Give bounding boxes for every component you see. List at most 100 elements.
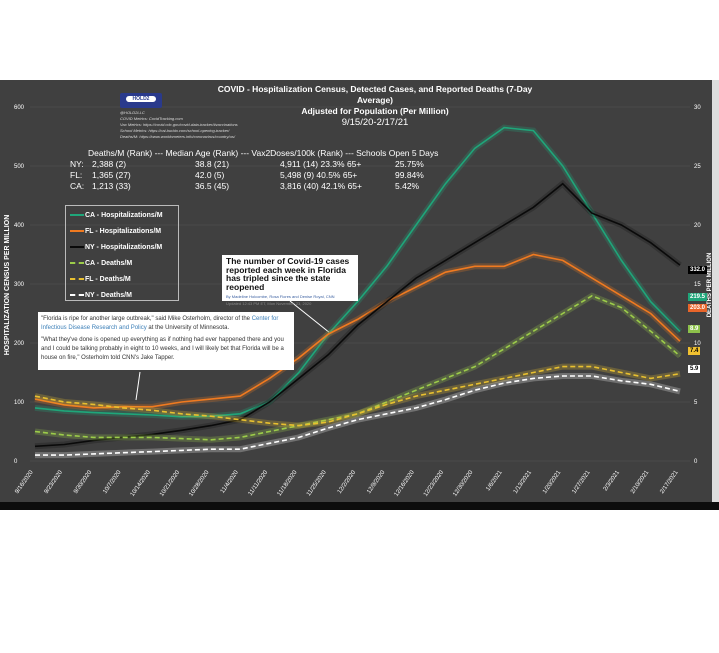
legend-label: CA - Hospitalizations/M <box>85 212 163 219</box>
x-tick-label: 10/14/2020 <box>130 469 153 498</box>
subtitle-text: Adjusted for Population (Per Million) <box>301 106 449 116</box>
end-value-label: 8.9 <box>688 325 701 333</box>
legend-swatch <box>70 214 84 217</box>
chart-panel <box>0 80 719 502</box>
y-tick-label: 400 <box>14 223 25 229</box>
end-value-label: 219.5 <box>688 293 708 301</box>
stats-vax: 4,911 (14) 23.3% 65+ <box>280 159 362 169</box>
y-tick-label: 500 <box>14 164 25 170</box>
legend: CA - Hospitalizations/M FL - Hospitalizat… <box>65 205 179 301</box>
credit-line: School Metrics: https://cai.burbio.com/s… <box>120 128 230 133</box>
x-tick-label: 12/2/2020 <box>337 469 358 495</box>
legend-swatch <box>70 230 84 233</box>
legend-item: FL - Deaths/M <box>70 272 174 288</box>
divider <box>0 502 719 510</box>
cnn-article-clip: The number of Covid-19 cases reported ea… <box>222 255 358 306</box>
pointer-arrow <box>135 371 141 401</box>
pointer-arrow <box>289 300 331 334</box>
x-tick-label: 10/28/2020 <box>188 469 211 498</box>
chart-title: COVID - Hospitalization Census, Detected… <box>200 84 550 128</box>
cnn-updated: Updated 12:43 PM ET, Mon November 23, 20… <box>226 301 312 306</box>
x-tick-label: 11/25/2020 <box>306 469 328 497</box>
y2-tick-label: 25 <box>694 164 701 170</box>
credit-line: Deaths/M: https://www.worldometers.info/… <box>120 134 235 139</box>
end-value-label: 203.0 <box>688 304 708 312</box>
legend-item: NY - Hospitalizations/M <box>70 240 174 256</box>
stats-header: Deaths/M (Rank) --- Median Age (Rank) --… <box>88 148 439 158</box>
stats-schools: 5.42% <box>395 181 420 191</box>
handle: @HOLD2LLC <box>120 110 145 115</box>
stats-age: 36.5 (45) <box>195 181 230 191</box>
legend-item: FL - Hospitalizations/M <box>70 224 174 240</box>
edge-strip <box>712 80 719 502</box>
quote-text: "Florida is ripe for another large outbr… <box>41 316 252 322</box>
y2-axis-label: DEATHS PER MILLION <box>707 253 713 318</box>
legend-item: CA - Deaths/M <box>70 256 174 272</box>
legend-label: CA - Deaths/M <box>85 260 133 267</box>
stats-schools: 25.75% <box>395 159 424 169</box>
x-tick-label: 12/23/2020 <box>423 469 446 498</box>
quote-clip: "Florida is ripe for another large outbr… <box>38 312 294 370</box>
cnn-headline: The number of Covid-19 cases reported ea… <box>226 256 350 292</box>
x-tick-label: 12/16/2020 <box>394 469 417 498</box>
y-tick-label: 300 <box>14 282 25 288</box>
credits: @HOLD2LLC COVID Metrics: CovidTracking.c… <box>120 110 238 140</box>
x-tick-label: 10/7/2020 <box>102 469 123 495</box>
series-line-5 <box>35 375 681 456</box>
x-tick-label: 2/3/2021 <box>603 469 622 492</box>
x-tick-label: 1/20/2021 <box>542 469 563 495</box>
credit-line: COVID Metrics: CovidTracking.com <box>120 116 183 121</box>
x-tick-label: 9/30/2020 <box>73 469 94 495</box>
date-range: 9/15/20-2/17/21 <box>341 117 409 128</box>
y2-tick-label: 0 <box>694 459 698 465</box>
y-tick-label: 200 <box>14 341 25 347</box>
x-tick-label: 1/27/2021 <box>571 469 592 495</box>
cnn-byline: By Madeline Holcombe, Rosa Flores and De… <box>226 294 335 299</box>
stats-vax: 3,816 (40) 42.1% 65+ <box>280 181 362 191</box>
legend-swatch <box>70 278 84 281</box>
x-tick-label: 2/10/2021 <box>630 469 651 495</box>
x-tick-label: 12/30/2020 <box>452 469 475 498</box>
quote-link[interactable]: Center for Infectious Disease Research a… <box>41 316 279 331</box>
legend-swatch <box>70 262 84 265</box>
x-tick-label: 1/6/2021 <box>485 469 504 492</box>
hold2-logo: HOLD2 <box>120 93 162 108</box>
stats-deaths: 2,388 (2) <box>92 159 127 169</box>
x-tick-label: 11/18/2020 <box>277 469 299 497</box>
x-tick-label: 12/9/2020 <box>366 469 387 495</box>
stats-age: 42.0 (5) <box>195 170 225 180</box>
y2-tick-label: 5 <box>694 400 698 406</box>
legend-label: FL - Deaths/M <box>85 276 131 283</box>
quote-text: at the University of Minnesota. <box>146 325 230 331</box>
credit-line: Vax Metrics: https://covid.cdc.gov/covid… <box>120 122 238 127</box>
stats-state: FL: <box>70 170 83 180</box>
stats-age: 38.8 (21) <box>195 159 230 169</box>
y-tick-label: 100 <box>14 400 25 406</box>
end-value-label: 5.9 <box>688 365 701 373</box>
x-tick-label: 1/13/2021 <box>513 469 534 495</box>
x-tick-label: 10/21/2020 <box>159 469 182 498</box>
y2-tick-label: 15 <box>694 282 701 288</box>
stats-schools: 99.84% <box>395 170 424 180</box>
stats-deaths: 1,213 (33) <box>92 181 131 191</box>
legend-item: NY - Deaths/M <box>70 288 174 304</box>
stats-state: CA: <box>70 181 85 191</box>
x-tick-label: 11/11/2020 <box>248 469 270 497</box>
stats-state: NY: <box>70 159 84 169</box>
quote-text: "What they've done is opened up everythi… <box>41 337 284 361</box>
logo-text: HOLD2 <box>126 96 156 102</box>
stats-vax: 5,498 (9) 40.5% 65+ <box>280 170 358 180</box>
legend-label: NY - Deaths/M <box>85 292 132 299</box>
y2-tick-label: 20 <box>694 223 701 229</box>
end-value-label: 332.0 <box>688 266 708 274</box>
legend-item: CA - Hospitalizations/M <box>70 208 174 224</box>
series-line-3 <box>34 294 681 441</box>
y-tick-label: 600 <box>14 105 25 111</box>
title-text: COVID - Hospitalization Census, Detected… <box>217 84 533 105</box>
x-tick-label: 2/17/2021 <box>659 469 680 495</box>
legend-swatch <box>70 294 84 297</box>
legend-label: NY - Hospitalizations/M <box>85 244 163 251</box>
end-value-label: 7.4 <box>688 347 701 355</box>
x-tick-label: 11/4/2020 <box>220 469 240 494</box>
